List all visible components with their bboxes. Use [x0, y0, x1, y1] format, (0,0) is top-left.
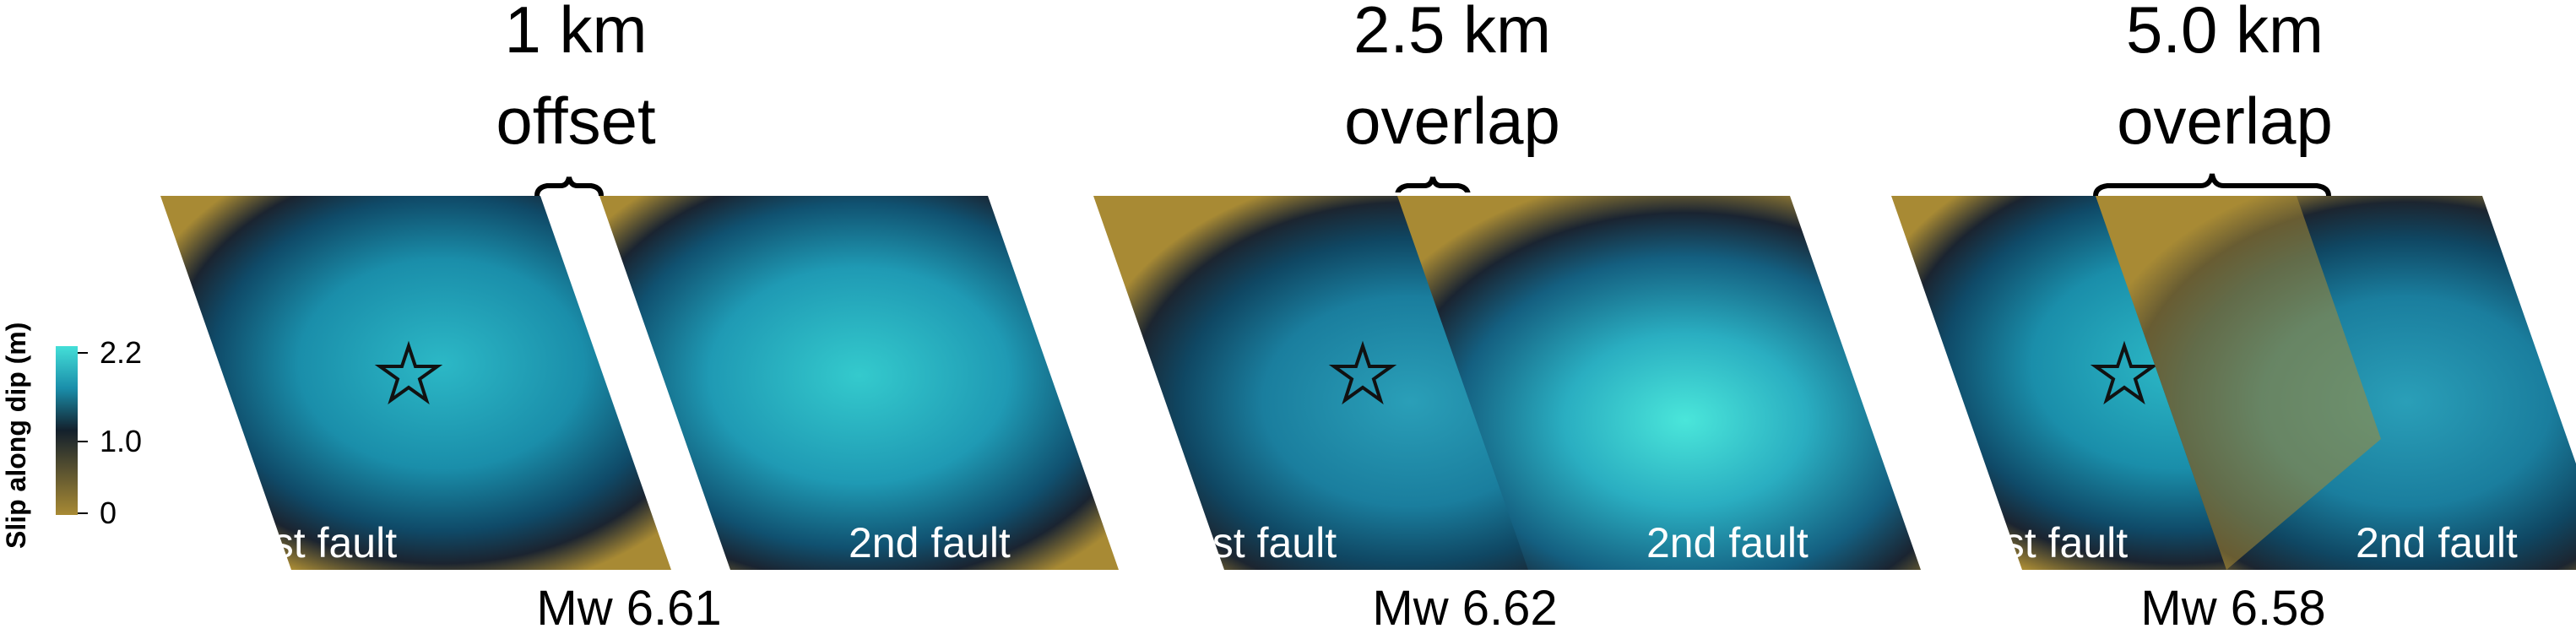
colorbar: Slip along dip (m) 2.2 1.0 0	[1, 322, 142, 549]
panel-1-heading-line2: offset	[496, 84, 656, 158]
colorbar-tick-min: 0	[100, 496, 117, 530]
panel-3-label-1st-fault: 1st fault	[1980, 519, 2128, 566]
panel-1-hypocenter-star-icon	[374, 340, 443, 405]
panel-2-heading-line2: overlap	[1344, 84, 1560, 158]
panel-1-heading-line1: 1 km	[504, 0, 647, 67]
panel-overlap-2-5km: 2.5 km overlap 1st fault 2nd fault Mw 6.…	[1093, 0, 1921, 634]
panel-2-fault-2	[1397, 196, 1921, 570]
colorbar-scale	[56, 346, 78, 515]
panel-overlap-5-0km: 5.0 km overlap 1st fault 2nd fault Mw 6.…	[1891, 0, 2576, 634]
panel-offset-1km: 1 km offset 1st fault 2nd fault Mw 6.61	[160, 0, 1119, 634]
panel-1-fault-2	[599, 196, 1119, 570]
colorbar-title: Slip along dip (m)	[1, 322, 31, 549]
colorbar-tick-max: 2.2	[100, 335, 142, 370]
panel-1-label-1st-fault: 1st fault	[249, 519, 397, 566]
panel-1-label-2nd-fault: 2nd fault	[849, 519, 1011, 566]
panel-3-magnitude: Mw 6.58	[2140, 581, 2325, 634]
panel-2-hypocenter-star-icon	[1328, 340, 1397, 405]
panel-3-label-2nd-fault: 2nd fault	[2356, 519, 2518, 566]
panel-3-heading-line2: overlap	[2117, 84, 2333, 158]
panel-2-magnitude: Mw 6.62	[1372, 581, 1557, 634]
panel-3-brace	[2093, 173, 2331, 197]
colorbar-tick-mid: 1.0	[100, 424, 142, 458]
panel-3-hypocenter-star-icon	[2090, 340, 2159, 405]
panel-2-label-1st-fault: 1st fault	[1189, 519, 1337, 566]
panel-3-heading-line1: 5.0 km	[2126, 0, 2324, 67]
panel-3-overlap-zone	[2096, 196, 2381, 570]
panel-2-label-2nd-fault: 2nd fault	[1646, 519, 1809, 566]
panel-2-brace	[1395, 176, 1471, 197]
panel-1-magnitude: Mw 6.61	[536, 581, 721, 634]
panel-1-brace	[534, 176, 604, 197]
panel-2-heading-line1: 2.5 km	[1353, 0, 1551, 67]
panel-1-fault-1	[160, 196, 671, 570]
